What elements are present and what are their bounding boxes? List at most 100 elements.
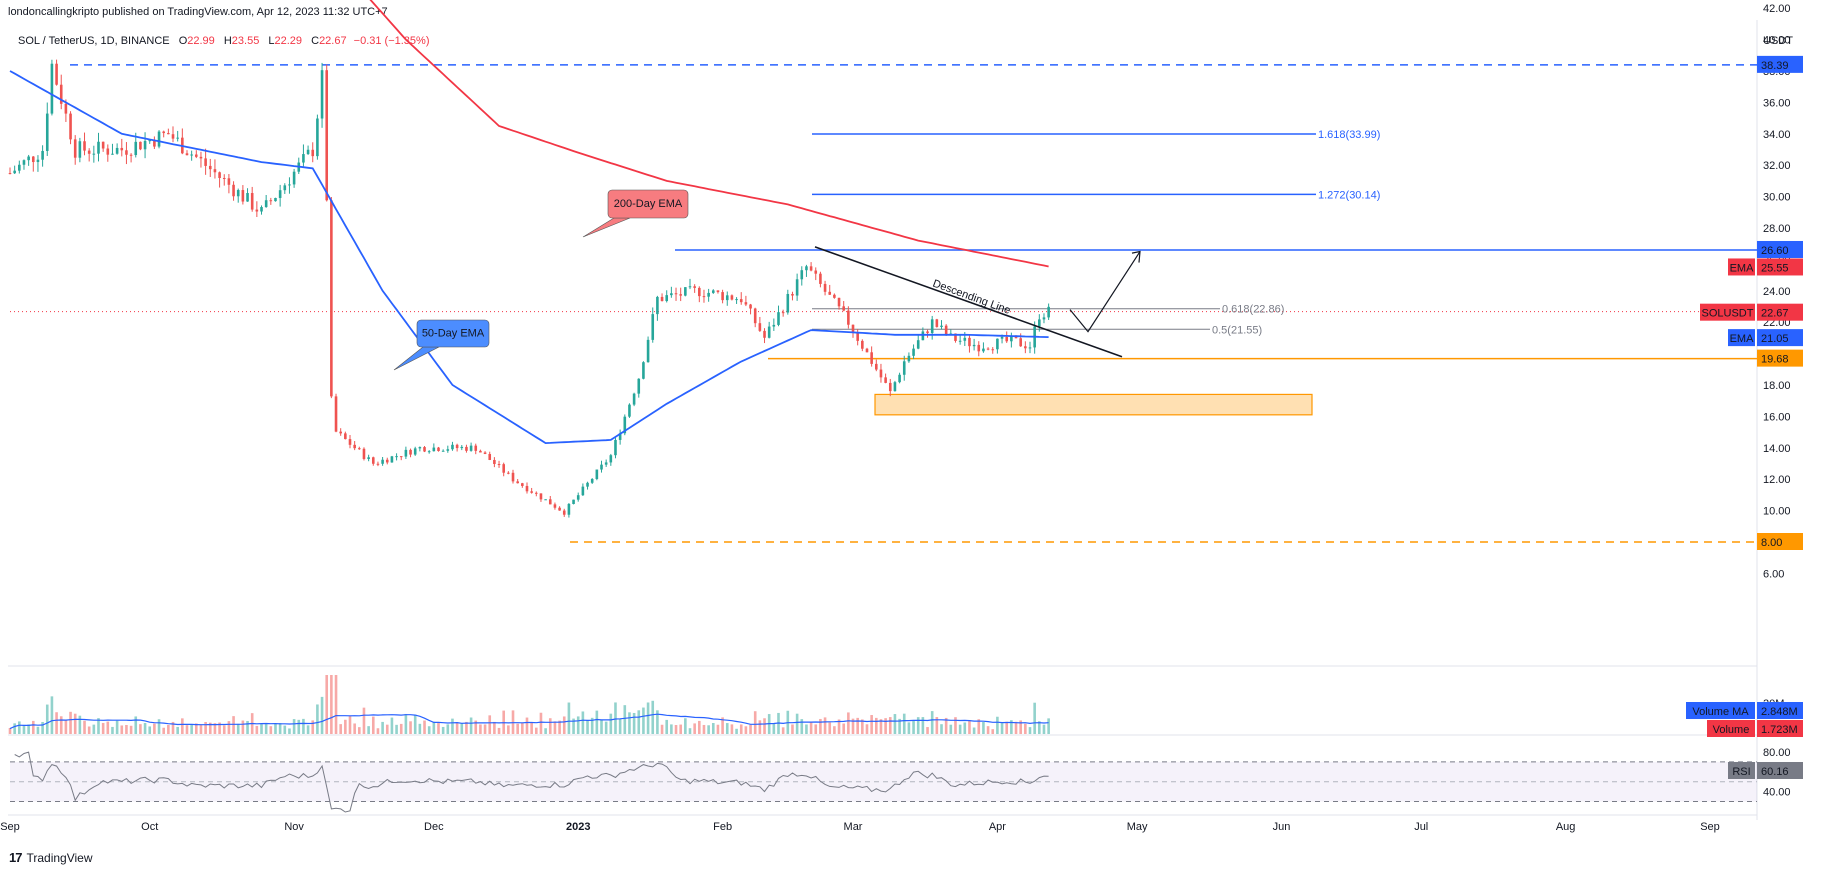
volume-bar: [413, 714, 417, 734]
price-axis-tick: 12.00: [1763, 474, 1791, 486]
fib-level-label: 1.272(30.14): [1318, 189, 1380, 201]
candle-body: [576, 495, 580, 500]
volume-bar: [604, 721, 608, 734]
candle-body: [861, 340, 864, 349]
volume-bar: [465, 721, 468, 734]
candle-body: [772, 324, 776, 327]
publish-info: londoncallingkripto published on Trading…: [8, 6, 388, 18]
candle-body: [856, 332, 859, 341]
candle-body: [921, 331, 925, 341]
candle-body: [143, 140, 147, 150]
volume-bar: [721, 717, 724, 734]
time-axis-tick: Sep: [0, 821, 20, 833]
volume-bar: [581, 711, 585, 734]
candle-body: [642, 362, 645, 379]
volume-bar: [423, 720, 426, 734]
volume-bar: [693, 723, 696, 734]
volume-bar: [255, 725, 259, 734]
volume-bar: [688, 728, 692, 734]
candle-body: [162, 131, 165, 134]
candle-body: [330, 200, 333, 397]
candle-body: [609, 455, 613, 463]
candle-body: [544, 499, 547, 501]
rsi-tag: [1757, 762, 1803, 779]
candle-body: [218, 172, 221, 179]
volume-bar: [535, 727, 538, 734]
volume-bar: [702, 724, 706, 734]
volume-bar: [330, 675, 333, 734]
volume-bar: [847, 712, 850, 734]
volume-bar: [1010, 720, 1013, 734]
candle-body: [493, 459, 496, 465]
ema200-callout-box: [607, 189, 689, 219]
volume-bar: [548, 718, 552, 734]
volume-bar: [92, 724, 96, 734]
volume-bar: [171, 721, 175, 734]
candle-body: [833, 294, 836, 298]
ema50-callout-box: [416, 319, 490, 348]
volume-bar: [898, 718, 901, 734]
candle-body: [437, 447, 440, 452]
symbol-name[interactable]: SOL / TetherUS, 1D, BINANCE: [18, 35, 170, 47]
volume-bar: [246, 720, 249, 734]
volume-bar: [744, 726, 748, 734]
volume-bar: [1005, 721, 1009, 734]
projection-arrow-head: [1131, 250, 1141, 263]
volume-bar: [991, 729, 995, 734]
price-axis-tick: 14.00: [1763, 443, 1791, 455]
ema50-label-bg: [1728, 329, 1755, 347]
time-axis-tick: May: [1127, 821, 1148, 833]
tradingview-branding[interactable]: 17 TradingView: [9, 850, 93, 865]
candle-body: [260, 207, 263, 212]
volume-bar: [129, 725, 133, 734]
volume-ma-tag-value: 2.848M: [1761, 706, 1798, 718]
volume-bar: [162, 727, 165, 734]
candle-body: [465, 446, 468, 451]
candle-body: [302, 154, 305, 163]
candle-body: [600, 464, 603, 470]
ema200-label: EMA: [1730, 262, 1755, 274]
ema50-line: [9, 70, 1049, 445]
volume-bar: [828, 722, 832, 734]
candle-body: [469, 445, 473, 451]
volume-bar: [195, 723, 198, 734]
volume-bar: [362, 707, 366, 734]
candle-body: [455, 444, 459, 449]
candle-body: [539, 493, 543, 500]
volume-bar: [875, 717, 878, 734]
volume-bar: [59, 716, 63, 734]
candle-body: [758, 323, 762, 331]
volume-bar: [241, 720, 245, 734]
candle-body: [1024, 346, 1027, 349]
candle-body: [525, 485, 529, 492]
candle-body: [157, 131, 161, 147]
close-label: C: [311, 35, 320, 47]
candle-body: [940, 325, 943, 327]
candle-body: [427, 451, 431, 453]
candle-body: [222, 178, 226, 180]
time-axis-tick: Jun: [1273, 821, 1291, 833]
candle-body: [837, 297, 841, 307]
last-price-tag-value: 22.67: [1761, 308, 1789, 320]
candle-body: [502, 464, 505, 473]
volume-bar: [297, 719, 301, 734]
candle-body: [614, 439, 617, 456]
candle-body: [879, 369, 883, 378]
volume-bar: [18, 721, 21, 734]
volume-bar: [218, 722, 221, 734]
volume-bar: [274, 723, 277, 734]
volume-bar: [325, 675, 329, 734]
time-axis-tick: Mar: [844, 821, 863, 833]
candle-body: [711, 290, 715, 293]
ema50-tag-value: 21.05: [1761, 333, 1789, 345]
volume-bar: [930, 711, 934, 734]
volume-bar: [926, 727, 929, 734]
candle-body: [399, 456, 403, 458]
volume-bar: [199, 724, 203, 734]
volume-bar: [646, 702, 650, 734]
candle-body: [311, 149, 315, 157]
candle-body: [670, 293, 673, 296]
volume-bar: [530, 722, 533, 734]
candle-body: [41, 150, 44, 160]
